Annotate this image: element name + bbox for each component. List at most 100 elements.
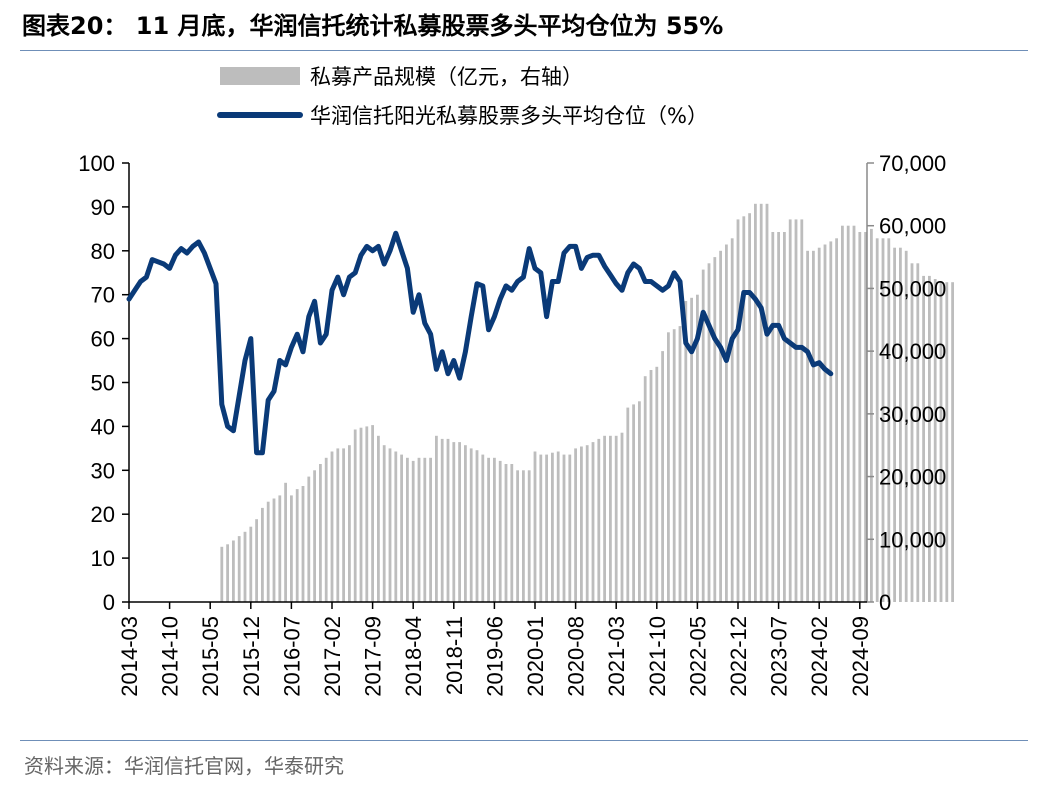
x-axis-tick-label: 2023-07 xyxy=(767,616,792,697)
bar xyxy=(603,435,606,602)
bar xyxy=(371,425,374,602)
bar xyxy=(742,216,746,603)
x-axis-tick-label: 2017-02 xyxy=(320,616,345,697)
bar xyxy=(904,250,908,603)
bar xyxy=(545,454,548,602)
left-axis-tick-label: 30 xyxy=(91,458,115,483)
bar xyxy=(783,232,786,602)
bar xyxy=(342,448,345,602)
left-axis-tick-label: 80 xyxy=(91,239,115,264)
left-axis-tick-label: 20 xyxy=(91,502,115,527)
legend: 私募产品规模（亿元，右轴） 华润信托阳光私募股票多头平均仓位（%） xyxy=(217,65,708,128)
bar xyxy=(440,438,444,602)
bar xyxy=(626,407,630,602)
bar xyxy=(759,203,763,603)
bar xyxy=(580,446,583,602)
bar xyxy=(620,432,624,602)
bar xyxy=(788,219,792,602)
legend-swatch-bar xyxy=(220,67,300,85)
bar xyxy=(939,282,943,602)
bar xyxy=(870,228,873,602)
bar xyxy=(446,438,450,602)
bar xyxy=(916,263,920,602)
bar xyxy=(574,448,577,602)
x-axis-tick-label: 2024-02 xyxy=(807,616,832,697)
bar xyxy=(382,445,386,602)
bar xyxy=(266,501,270,602)
left-axis-tick-label: 50 xyxy=(91,371,115,396)
bar xyxy=(585,445,589,602)
bar xyxy=(458,442,461,602)
bar xyxy=(568,454,572,602)
right-axis-tick-label: 30,000 xyxy=(879,402,946,427)
bar xyxy=(696,294,699,602)
bar xyxy=(701,269,705,602)
x-axis-tick-label: 2015-05 xyxy=(198,616,223,697)
left-axis-tick-label: 100 xyxy=(78,151,115,176)
bar xyxy=(684,301,688,602)
x-axis-tick-label: 2020-01 xyxy=(523,616,548,697)
bar xyxy=(725,244,728,602)
bar xyxy=(765,203,769,603)
bar xyxy=(632,404,635,602)
x-axis-tick-label: 2017-09 xyxy=(361,616,386,697)
bar xyxy=(261,507,264,602)
bar xyxy=(841,225,844,602)
bar xyxy=(667,332,670,602)
right-axis-tick-label: 70,000 xyxy=(879,151,946,176)
bar xyxy=(429,457,432,602)
bar xyxy=(377,435,380,602)
bar xyxy=(556,451,560,602)
bar xyxy=(922,275,925,602)
bar xyxy=(359,427,363,602)
axes-group: 0 10 20 30 40 50 60 70 80 90 100 0 10,000 20,000 30,00… xyxy=(78,151,946,697)
bar xyxy=(678,326,682,602)
x-axis-tick-label: 2020-08 xyxy=(564,616,589,697)
bar xyxy=(829,241,833,602)
bar xyxy=(290,495,293,602)
bar xyxy=(255,519,258,602)
x-axis-tick-label: 2019-06 xyxy=(482,616,507,697)
bar xyxy=(348,445,351,602)
bar xyxy=(475,450,479,602)
bar xyxy=(655,366,659,602)
left-axis-tick-label: 60 xyxy=(91,327,115,352)
bar xyxy=(823,244,827,602)
bar xyxy=(336,448,340,602)
bar xyxy=(736,219,740,602)
legend-label-line: 华润信托阳光私募股票多头平均仓位（%） xyxy=(310,104,708,128)
bar xyxy=(284,482,287,602)
bar xyxy=(893,247,896,602)
bar xyxy=(910,263,914,602)
bar xyxy=(400,454,403,602)
bar xyxy=(307,476,311,602)
left-axis-tick-label: 10 xyxy=(91,546,115,571)
bar-series-group xyxy=(220,203,954,603)
bar xyxy=(707,263,711,602)
bar xyxy=(794,219,798,602)
bar xyxy=(551,452,554,602)
bar xyxy=(435,435,438,602)
x-axis-tick-label: 2014-03 xyxy=(117,616,142,697)
bar xyxy=(504,464,508,602)
bar xyxy=(597,438,601,602)
legend-label-bar: 私募产品规模（亿元，右轴） xyxy=(310,65,583,89)
bar xyxy=(272,498,276,602)
left-axis-tick-label: 40 xyxy=(91,414,115,439)
bar xyxy=(330,451,334,602)
bar xyxy=(719,250,722,603)
bar xyxy=(887,238,891,603)
source-note: 资料来源：华润信托官网，华泰研究 xyxy=(24,754,344,778)
x-axis-tick-label: 2016-07 xyxy=(279,616,304,697)
right-axis-tick-label: 50,000 xyxy=(879,276,946,301)
x-axis-tick-label: 2018-11 xyxy=(442,616,467,695)
left-axis-tick-label: 0 xyxy=(103,590,115,615)
footer-divider xyxy=(20,740,1028,741)
bar xyxy=(713,257,717,602)
bar xyxy=(933,279,937,602)
bar xyxy=(469,448,473,602)
bar xyxy=(493,457,496,602)
bar xyxy=(278,495,282,602)
left-axis-tick-label: 90 xyxy=(91,195,115,220)
bar xyxy=(875,238,879,603)
